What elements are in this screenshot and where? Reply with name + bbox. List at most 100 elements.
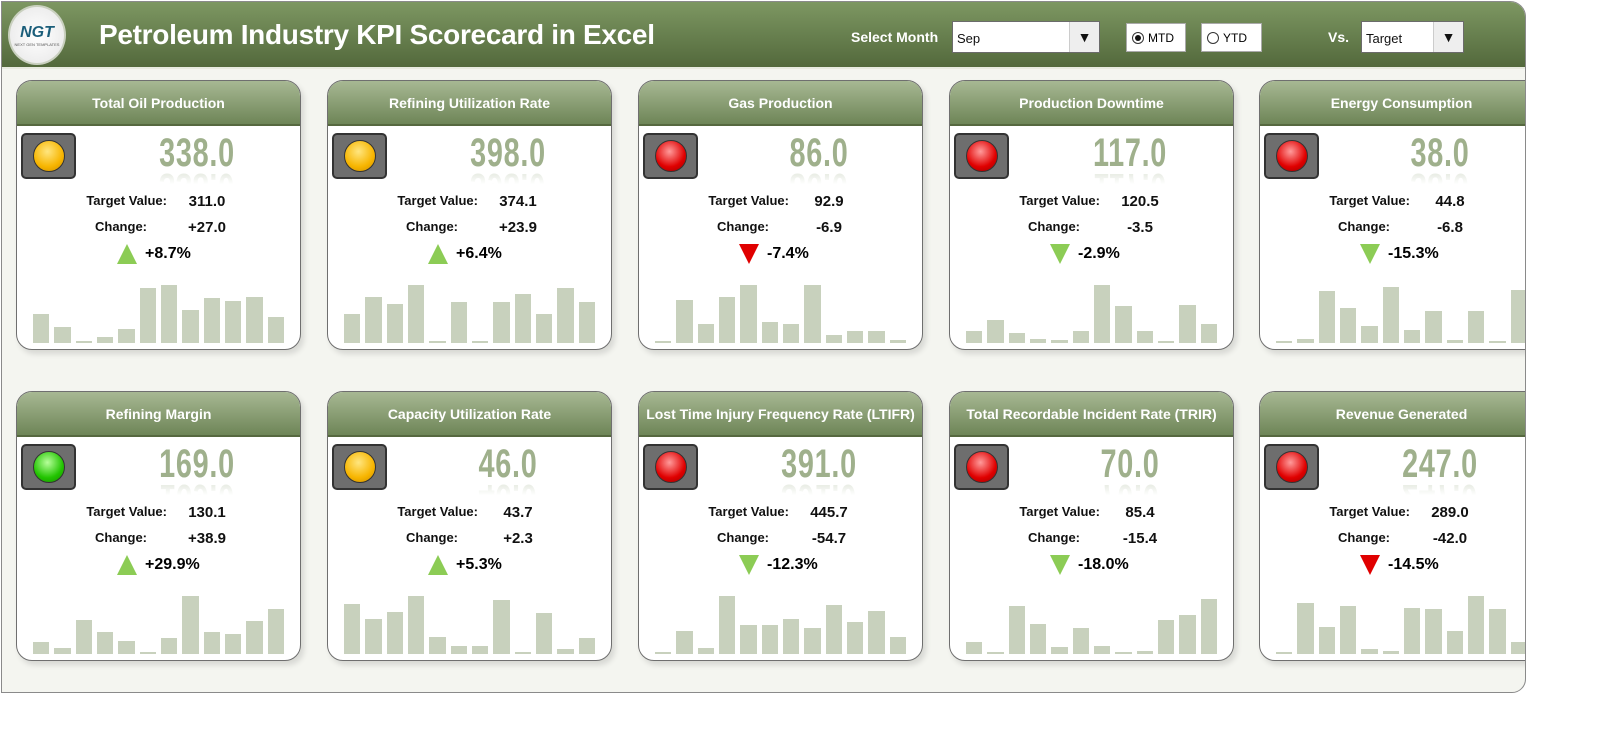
kpi-value: 38.0 — [1410, 131, 1470, 175]
vs-dropdown[interactable]: Target ▼ — [1361, 21, 1464, 53]
sparkline-bar — [267, 317, 284, 343]
sparkline-bar — [557, 649, 574, 654]
sparkline-bar — [471, 341, 489, 343]
sparkline-bar — [1200, 598, 1217, 654]
percent-value: -2.9% — [1078, 245, 1120, 262]
kpi-value: 70.0 — [1100, 442, 1160, 486]
sparkline-bar — [75, 341, 92, 343]
change-percent: -15.3% — [1360, 244, 1439, 264]
change-label: Change: — [406, 219, 458, 234]
kpi-value: 86.0 — [789, 131, 849, 175]
change-value: +27.0 — [188, 219, 226, 236]
sparkline-bar — [33, 642, 50, 654]
change-value: -15.4 — [1122, 530, 1158, 547]
sparkline-bar — [676, 630, 693, 654]
month-value: Sep — [957, 31, 981, 46]
kpi-card: Refining Utilization Rate 398.0 Target V… — [327, 80, 612, 350]
kpi-card: Total Oil Production 338.0 Target Value:… — [16, 80, 301, 350]
sparkline-bar — [966, 331, 983, 343]
percent-value: +6.4% — [456, 245, 502, 262]
mtd-radio[interactable]: MTD — [1126, 23, 1186, 52]
kpi-value: 46.0 — [478, 442, 538, 486]
trend-sparkline — [33, 285, 284, 343]
sparkline-bar — [868, 331, 885, 343]
red-light-icon — [1275, 451, 1308, 483]
sparkline-bar — [1008, 333, 1025, 343]
target-label: Target Value: — [86, 504, 167, 519]
sparkline-bar — [1467, 311, 1485, 343]
change-value: -6.8 — [1437, 219, 1463, 236]
sparkline-bar — [1489, 341, 1506, 343]
red-light-icon — [654, 140, 687, 172]
sparkline-bar — [407, 596, 425, 654]
sparkline-bar — [1115, 652, 1132, 654]
change-value: +2.3 — [503, 530, 533, 547]
sparkline-bar — [344, 314, 361, 343]
red-light-icon — [965, 451, 998, 483]
target-value: 120.5 — [1121, 193, 1159, 210]
kpi-title: Total Recordable Incident Rate (TRIR) — [950, 392, 1233, 437]
change-percent: -14.5% — [1360, 555, 1439, 575]
change-value: +38.9 — [188, 530, 226, 547]
logo-subtext: NEXT GEN TEMPLATES — [14, 41, 60, 47]
kpi-card: Total Recordable Incident Rate (TRIR) 70… — [949, 391, 1234, 661]
ytd-radio[interactable]: YTD — [1201, 23, 1262, 52]
trend-sparkline — [966, 596, 1217, 654]
sparkline-bar — [1179, 305, 1196, 343]
vs-label: Vs. — [1328, 29, 1350, 45]
change-label: Change: — [1338, 219, 1390, 234]
sparkline-bar — [344, 603, 361, 654]
sparkline-bar — [718, 296, 736, 343]
change-percent: -18.0% — [1050, 555, 1129, 575]
status-light — [1264, 133, 1319, 179]
sparkline-bar — [1276, 341, 1293, 343]
sparkline-bar — [1051, 340, 1068, 343]
target-label: Target Value: — [86, 193, 167, 208]
kpi-card: Lost Time Injury Frequency Rate (LTIFR) … — [638, 391, 923, 661]
kpi-value: 247.0 — [1402, 442, 1478, 486]
sparkline-bar — [535, 613, 553, 654]
month-dropdown[interactable]: Sep ▼ — [952, 21, 1100, 53]
sparkline-bar — [718, 596, 736, 654]
sparkline-bar — [1446, 630, 1463, 654]
chevron-down-icon[interactable]: ▼ — [1433, 22, 1463, 52]
chevron-down-icon[interactable]: ▼ — [1069, 22, 1099, 52]
dashboard-frame: NGT NEXT GEN TEMPLATES Petroleum Industry… — [1, 1, 1526, 693]
change-label: Change: — [1338, 530, 1390, 545]
sparkline-bar — [1297, 338, 1314, 343]
change-percent: -12.3% — [739, 555, 818, 575]
ngt-logo: NGT NEXT GEN TEMPLATES — [8, 5, 66, 65]
sparkline-bar — [1318, 290, 1335, 343]
sparkline-bar — [224, 634, 242, 654]
sparkline-bar — [267, 608, 284, 654]
sparkline-bar — [1339, 605, 1357, 654]
sparkline-bar — [1136, 331, 1153, 343]
sparkline-bar — [846, 331, 864, 343]
sparkline-bar — [676, 299, 693, 343]
target-value: 43.7 — [503, 504, 533, 521]
sparkline-bar — [1179, 614, 1196, 654]
percent-value: -15.3% — [1388, 245, 1439, 262]
sparkline-bar — [1297, 602, 1314, 654]
percent-value: +5.3% — [456, 556, 502, 573]
trend-sparkline — [966, 285, 1217, 343]
sparkline-bar — [139, 652, 156, 654]
arrow-down-icon — [739, 555, 759, 575]
kpi-card: Revenue Generated 247.0 Target Value: 28… — [1259, 391, 1525, 661]
sparkline-bar — [1446, 340, 1463, 343]
sparkline-bar — [203, 298, 220, 343]
target-value: 289.0 — [1431, 504, 1469, 521]
sparkline-bar — [160, 285, 178, 343]
target-label: Target Value: — [1019, 193, 1100, 208]
ytd-label: YTD — [1223, 30, 1247, 45]
sparkline-bar — [1361, 649, 1378, 654]
change-value: -3.5 — [1127, 219, 1153, 236]
kpi-value: 398.0 — [470, 131, 546, 175]
status-light — [1264, 444, 1319, 490]
sparkline-bar — [987, 652, 1004, 654]
sparkline-bar — [1029, 623, 1047, 654]
sparkline-bar — [182, 309, 199, 343]
kpi-value: 169.0 — [159, 442, 235, 486]
red-light-icon — [965, 140, 998, 172]
sparkline-bar — [868, 610, 885, 654]
